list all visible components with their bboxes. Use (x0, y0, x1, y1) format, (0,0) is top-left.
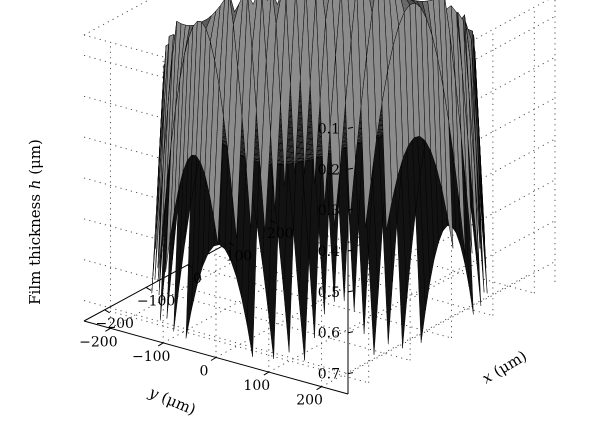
z-tick-label: 0.5 (318, 285, 340, 301)
x-tick-label: 100 (226, 249, 253, 265)
y-tick-label: 100 (243, 378, 270, 394)
z-tick-label: 0.3 (318, 203, 340, 219)
z-tick-label: 0.6 (318, 326, 340, 342)
x-axis-label-unit: (μm) (490, 347, 530, 381)
y-tick (264, 372, 269, 375)
x-tick-label: −100 (137, 293, 175, 309)
z-axis-label-var: h (26, 180, 44, 190)
y-tick (211, 358, 216, 361)
z-tick-label: 0.7 (318, 367, 340, 383)
y-axis-label-var: y (146, 383, 162, 403)
z-tick-label: 0.1 (318, 121, 340, 137)
y-axis-label-unit: (μm) (159, 388, 199, 419)
z-axis-label: Film thickness h (μm) (26, 139, 44, 305)
z-tick-label: 0.2 (318, 162, 340, 178)
x-axis-label: x (μm) (479, 347, 530, 388)
wall-grid-z (84, 301, 348, 374)
surface-mesh (152, 0, 487, 360)
y-axis-label: y (μm) (146, 383, 199, 419)
y-tick-label: −100 (132, 349, 170, 365)
x-tick (146, 287, 151, 290)
x-tick-label: 0 (193, 271, 202, 287)
y-tick (158, 343, 163, 346)
z-tick-label: 0.4 (318, 244, 340, 260)
z-axis-label-unit: (μm) (26, 139, 44, 179)
x-tick-label: 200 (267, 226, 294, 242)
x-tick (105, 310, 110, 313)
z-axis-label-text: Film thickness (26, 189, 44, 305)
y-tick-label: −200 (79, 334, 117, 350)
y-tick-label: 200 (296, 393, 323, 409)
x-tick-label: −200 (95, 316, 133, 332)
y-tick-label: 0 (200, 364, 209, 380)
y-tick (317, 387, 322, 390)
